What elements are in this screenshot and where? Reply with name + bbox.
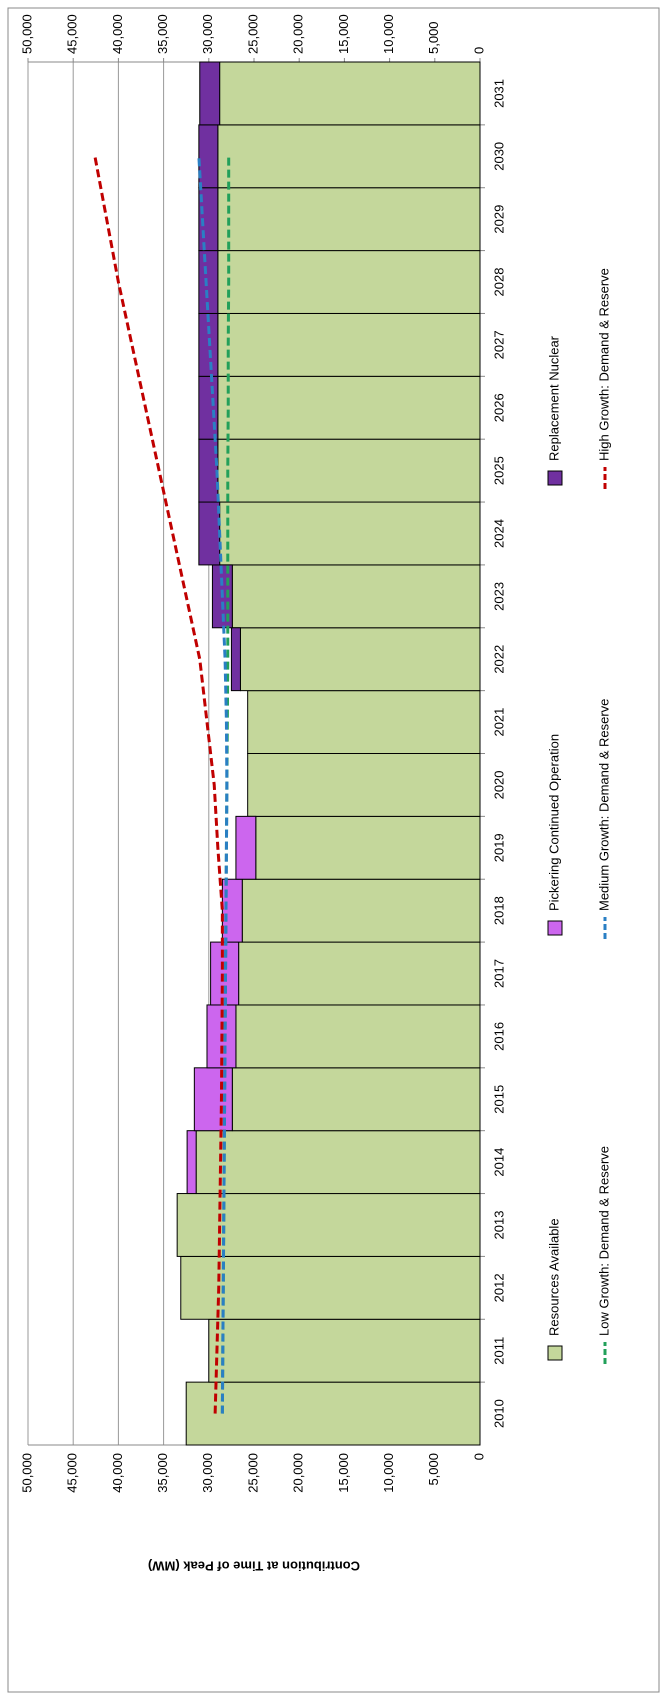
legend-label: High Growth: Demand & Reserve: [596, 268, 611, 461]
x-tick-label: 2013: [491, 1211, 506, 1240]
legend-label: Replacement Nuclear: [546, 335, 561, 461]
y2-tick-label: 30,000: [200, 14, 215, 54]
y2-tick-label: 10,000: [381, 14, 396, 54]
x-tick-label: 2021: [491, 708, 506, 737]
y-tick-label: 0: [471, 1453, 486, 1460]
x-tick-label: 2025: [491, 456, 506, 485]
y2-tick-label: 45,000: [65, 14, 80, 54]
x-tick-label: 2017: [491, 959, 506, 988]
x-tick-label: 2031: [491, 79, 506, 108]
bar-segment: [198, 501, 221, 566]
x-tick-label: 2027: [491, 330, 506, 359]
x-tick-label: 2026: [491, 393, 506, 422]
y2-tick-label: 50,000: [19, 14, 34, 54]
y-axis-title: Contribution at Time of Peak (MW): [148, 1559, 360, 1574]
y-tick-label: 35,000: [155, 1453, 170, 1493]
y-tick-label: 50,000: [19, 1453, 34, 1493]
x-tick-label: 2022: [491, 645, 506, 674]
x-tick-label: 2010: [491, 1399, 506, 1428]
y2-tick-label: 25,000: [245, 14, 260, 54]
legend-label: Low Growth: Demand & Reserve: [596, 1146, 611, 1336]
x-tick-label: 2014: [491, 1148, 506, 1177]
y2-tick-label: 20,000: [291, 14, 306, 54]
x-tick-label: 2024: [491, 519, 506, 548]
y2-tick-label: 15,000: [336, 14, 351, 54]
x-tick-label: 2020: [491, 770, 506, 799]
legend-swatch: [547, 470, 563, 486]
x-tick-label: 2028: [491, 268, 506, 297]
legend-swatch: [547, 1345, 563, 1361]
y-tick-label: 5,000: [426, 1453, 441, 1486]
bar-segment: [193, 1067, 233, 1132]
x-tick-label: 2015: [491, 1085, 506, 1114]
y-tick-label: 25,000: [245, 1453, 260, 1493]
y2-tick-label: 40,000: [110, 14, 125, 54]
legend-label: Pickering Continued Operation: [546, 734, 561, 911]
legend-label: Resources Available: [546, 1218, 561, 1336]
x-tick-label: 2018: [491, 896, 506, 925]
legend-label: Medium Growth: Demand & Reserve: [596, 699, 611, 911]
bar-segment: [230, 627, 241, 692]
line-series: [93, 156, 224, 1414]
bar-segment: [238, 941, 481, 1006]
y-tick-label: 10,000: [381, 1453, 396, 1493]
x-tick-label: 2016: [491, 1022, 506, 1051]
bar-segment: [239, 627, 481, 692]
bar-segment: [219, 501, 481, 566]
bar-segment: [195, 1130, 481, 1195]
bar-segment: [247, 690, 481, 754]
x-tick-label: 2030: [491, 142, 506, 171]
line-series: [197, 156, 229, 1414]
bar-segment: [231, 564, 481, 629]
bar-segment: [235, 1004, 481, 1069]
bar-segment: [217, 438, 481, 503]
bar-segment: [219, 61, 481, 126]
y-tick-label: 45,000: [65, 1453, 80, 1493]
bar-segment: [217, 187, 481, 252]
bar-segment: [247, 753, 481, 817]
legend-swatch: [547, 920, 563, 936]
y-tick-label: 15,000: [336, 1453, 351, 1493]
bar-segment: [235, 815, 257, 880]
bar-segment: [217, 124, 481, 189]
y2-tick-label: 5,000: [426, 21, 441, 54]
bar-segment: [231, 1067, 481, 1132]
y-tick-label: 20,000: [291, 1453, 306, 1493]
y-tick-label: 30,000: [200, 1453, 215, 1493]
bar-segment: [217, 375, 481, 440]
x-tick-label: 2023: [491, 582, 506, 611]
x-tick-label: 2029: [491, 205, 506, 234]
x-tick-label: 2012: [491, 1273, 506, 1302]
bar-segment: [241, 878, 481, 943]
bar-segment: [208, 1318, 481, 1383]
bar-segment: [198, 124, 219, 189]
bar-segment: [255, 815, 481, 880]
x-tick-label: 2019: [491, 833, 506, 862]
bar-segment: [186, 1130, 197, 1195]
y2-tick-label: 0: [471, 47, 486, 54]
chart-frame: [7, 7, 660, 1693]
bar-segment: [217, 312, 481, 377]
bar-segment: [217, 250, 481, 314]
bar-segment: [199, 61, 221, 126]
x-tick-label: 2011: [491, 1337, 506, 1365]
bar-segment: [180, 1255, 481, 1320]
y2-tick-label: 35,000: [155, 14, 170, 54]
rotated-chart: 0 5,000 10,000 15,000 20,000 25,000 30,000 35,0…: [19, 14, 611, 1573]
bar-segment: [185, 1381, 481, 1446]
y-tick-label: 40,000: [110, 1453, 125, 1493]
